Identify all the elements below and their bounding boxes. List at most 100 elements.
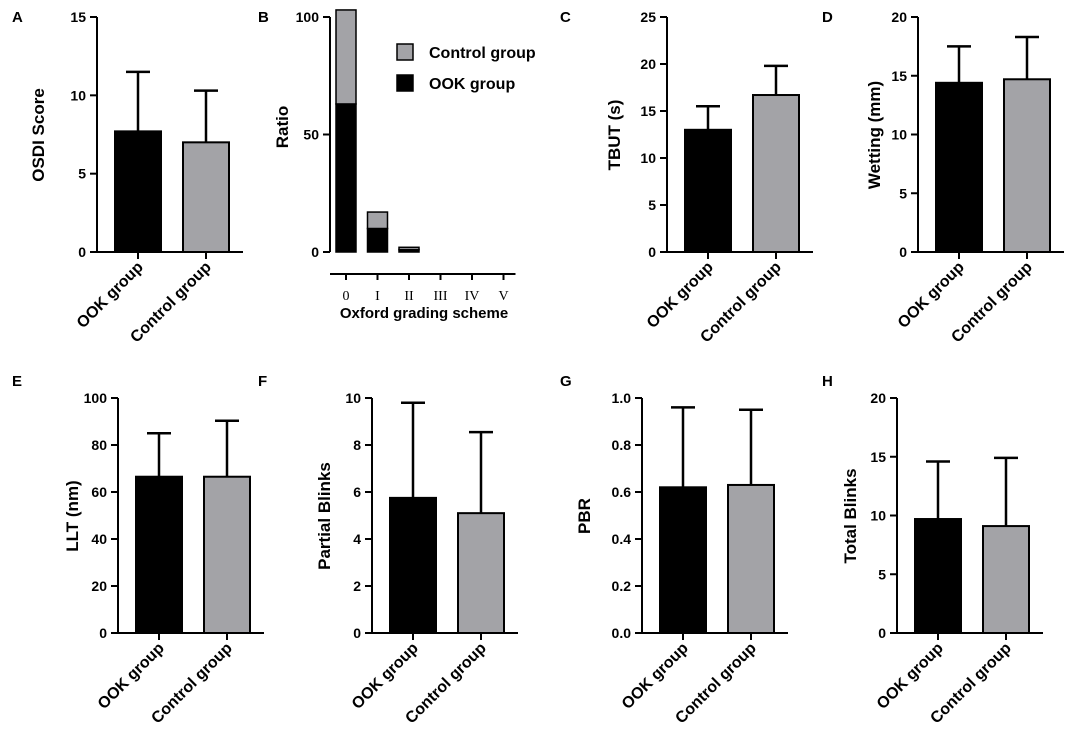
y-tick-label: 10	[640, 150, 656, 166]
panel-letter: A	[12, 9, 23, 26]
bar-ook	[389, 496, 437, 634]
y-tick-label: 15	[891, 68, 907, 84]
y-tick-label: 0	[311, 244, 319, 260]
bar-ook-0	[335, 103, 357, 253]
y-tick-label: 0.0	[612, 625, 632, 641]
category-label: OOK group	[874, 640, 947, 713]
bar-control	[752, 94, 800, 253]
y-tick-label: 0	[878, 625, 886, 641]
bar-control	[457, 512, 505, 635]
y-tick-label: 20	[870, 390, 886, 406]
y-axis-label: Partial Blinks	[315, 462, 334, 570]
y-tick-label: 10	[870, 508, 886, 524]
panel-letter: E	[12, 373, 22, 390]
y-tick-label: 20	[91, 578, 107, 594]
y-tick-label: 0	[648, 244, 656, 260]
y-tick-label: 15	[640, 103, 656, 119]
legend-label: OOK group	[429, 76, 515, 93]
bar-ook	[659, 486, 707, 634]
y-tick-label: 25	[640, 9, 656, 25]
y-tick-label: 0.2	[612, 578, 632, 594]
panel-letter: H	[822, 373, 833, 390]
y-axis-label: Total Blinks	[841, 468, 860, 563]
category-label: OOK group	[644, 259, 717, 332]
y-tick-label: 5	[648, 197, 656, 213]
y-tick-label: 20	[891, 9, 907, 25]
category-label: I	[375, 289, 380, 304]
y-tick-label: 0.4	[612, 531, 632, 547]
y-tick-label: 6	[353, 484, 361, 500]
panel-letter: F	[258, 373, 267, 390]
bar-control	[982, 525, 1030, 635]
bar-ook	[914, 518, 962, 635]
panel-letter: D	[822, 9, 833, 26]
y-tick-label: 0	[99, 625, 107, 641]
y-tick-label: 20	[640, 56, 656, 72]
y-tick-label: 2	[353, 578, 361, 594]
bar-control	[203, 475, 251, 634]
category-label: OOK group	[895, 259, 968, 332]
category-label: OOK group	[95, 640, 168, 713]
y-tick-label: 10	[891, 127, 907, 143]
x-axis-label: Oxford grading scheme	[340, 305, 508, 322]
y-tick-label: 80	[91, 437, 107, 453]
bar-ook	[935, 81, 983, 253]
y-tick-label: 5	[78, 166, 86, 182]
panel-letter: G	[560, 373, 572, 390]
y-tick-label: 0.8	[612, 437, 632, 453]
bar-ook-1	[366, 227, 389, 253]
y-tick-label: 1.0	[612, 390, 632, 406]
category-label: II	[404, 289, 414, 304]
legend-swatch	[396, 74, 414, 92]
y-axis-label: Wetting (mm)	[865, 81, 884, 189]
category-label: OOK group	[74, 259, 147, 332]
legend-label: Control group	[429, 45, 536, 62]
y-axis-label: PBR	[575, 498, 594, 534]
y-tick-label: 15	[70, 9, 86, 25]
category-label: IV	[465, 289, 480, 304]
y-tick-label: 15	[870, 449, 886, 465]
y-tick-label: 8	[353, 437, 361, 453]
y-tick-label: 10	[70, 87, 86, 103]
y-tick-label: 60	[91, 484, 107, 500]
y-axis-label: TBUT (s)	[605, 100, 624, 171]
y-tick-label: 10	[345, 390, 361, 406]
bar-control	[1003, 78, 1051, 254]
panel-letter: C	[560, 9, 571, 26]
bar-control	[182, 141, 230, 253]
category-label: OOK group	[349, 640, 422, 713]
y-tick-label: 4	[353, 531, 361, 547]
bar-control	[727, 483, 775, 635]
y-tick-label: 100	[84, 390, 108, 406]
category-label: 0	[343, 289, 350, 304]
y-axis-label: LLT (nm)	[63, 480, 82, 551]
bar-control-0	[335, 9, 357, 105]
y-axis-label: Ratio	[273, 106, 292, 149]
legend-swatch	[396, 43, 414, 61]
y-tick-label: 5	[899, 185, 907, 201]
y-tick-label: 0	[353, 625, 361, 641]
bar-control-1	[366, 211, 389, 230]
y-axis-label: OSDI Score	[29, 88, 48, 182]
y-tick-label: 5	[878, 566, 886, 582]
y-tick-label: 0	[78, 244, 86, 260]
y-tick-label: 40	[91, 531, 107, 547]
category-label: V	[498, 289, 508, 304]
bar-ook	[114, 130, 162, 253]
y-tick-label: 0.6	[612, 484, 632, 500]
panel-letter: B	[258, 9, 269, 26]
category-label: OOK group	[619, 640, 692, 713]
y-tick-label: 50	[303, 127, 319, 143]
bar-control-2	[398, 246, 420, 251]
bar-ook	[684, 128, 732, 253]
bar-ook	[135, 475, 183, 634]
y-tick-label: 100	[296, 9, 320, 25]
